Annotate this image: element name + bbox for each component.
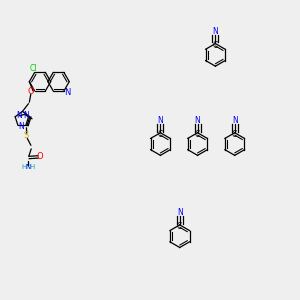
Text: S: S — [24, 131, 29, 140]
Text: N: N — [64, 88, 70, 97]
Text: N: N — [23, 111, 29, 120]
Text: H: H — [29, 164, 34, 170]
Text: N: N — [158, 116, 163, 125]
Text: Cl: Cl — [30, 64, 38, 73]
Text: C: C — [232, 130, 237, 139]
Text: O: O — [37, 152, 44, 161]
Text: N: N — [212, 27, 218, 36]
Text: O: O — [28, 87, 34, 96]
Text: C: C — [195, 130, 200, 139]
Text: H: H — [22, 164, 27, 170]
Text: N: N — [177, 208, 183, 217]
Text: N: N — [195, 116, 200, 125]
Text: N: N — [26, 164, 31, 170]
Text: N: N — [18, 122, 24, 131]
Text: N: N — [232, 116, 238, 125]
Text: C: C — [158, 130, 163, 139]
Text: N: N — [16, 111, 22, 120]
Text: C: C — [213, 41, 218, 50]
Text: C: C — [177, 222, 182, 231]
